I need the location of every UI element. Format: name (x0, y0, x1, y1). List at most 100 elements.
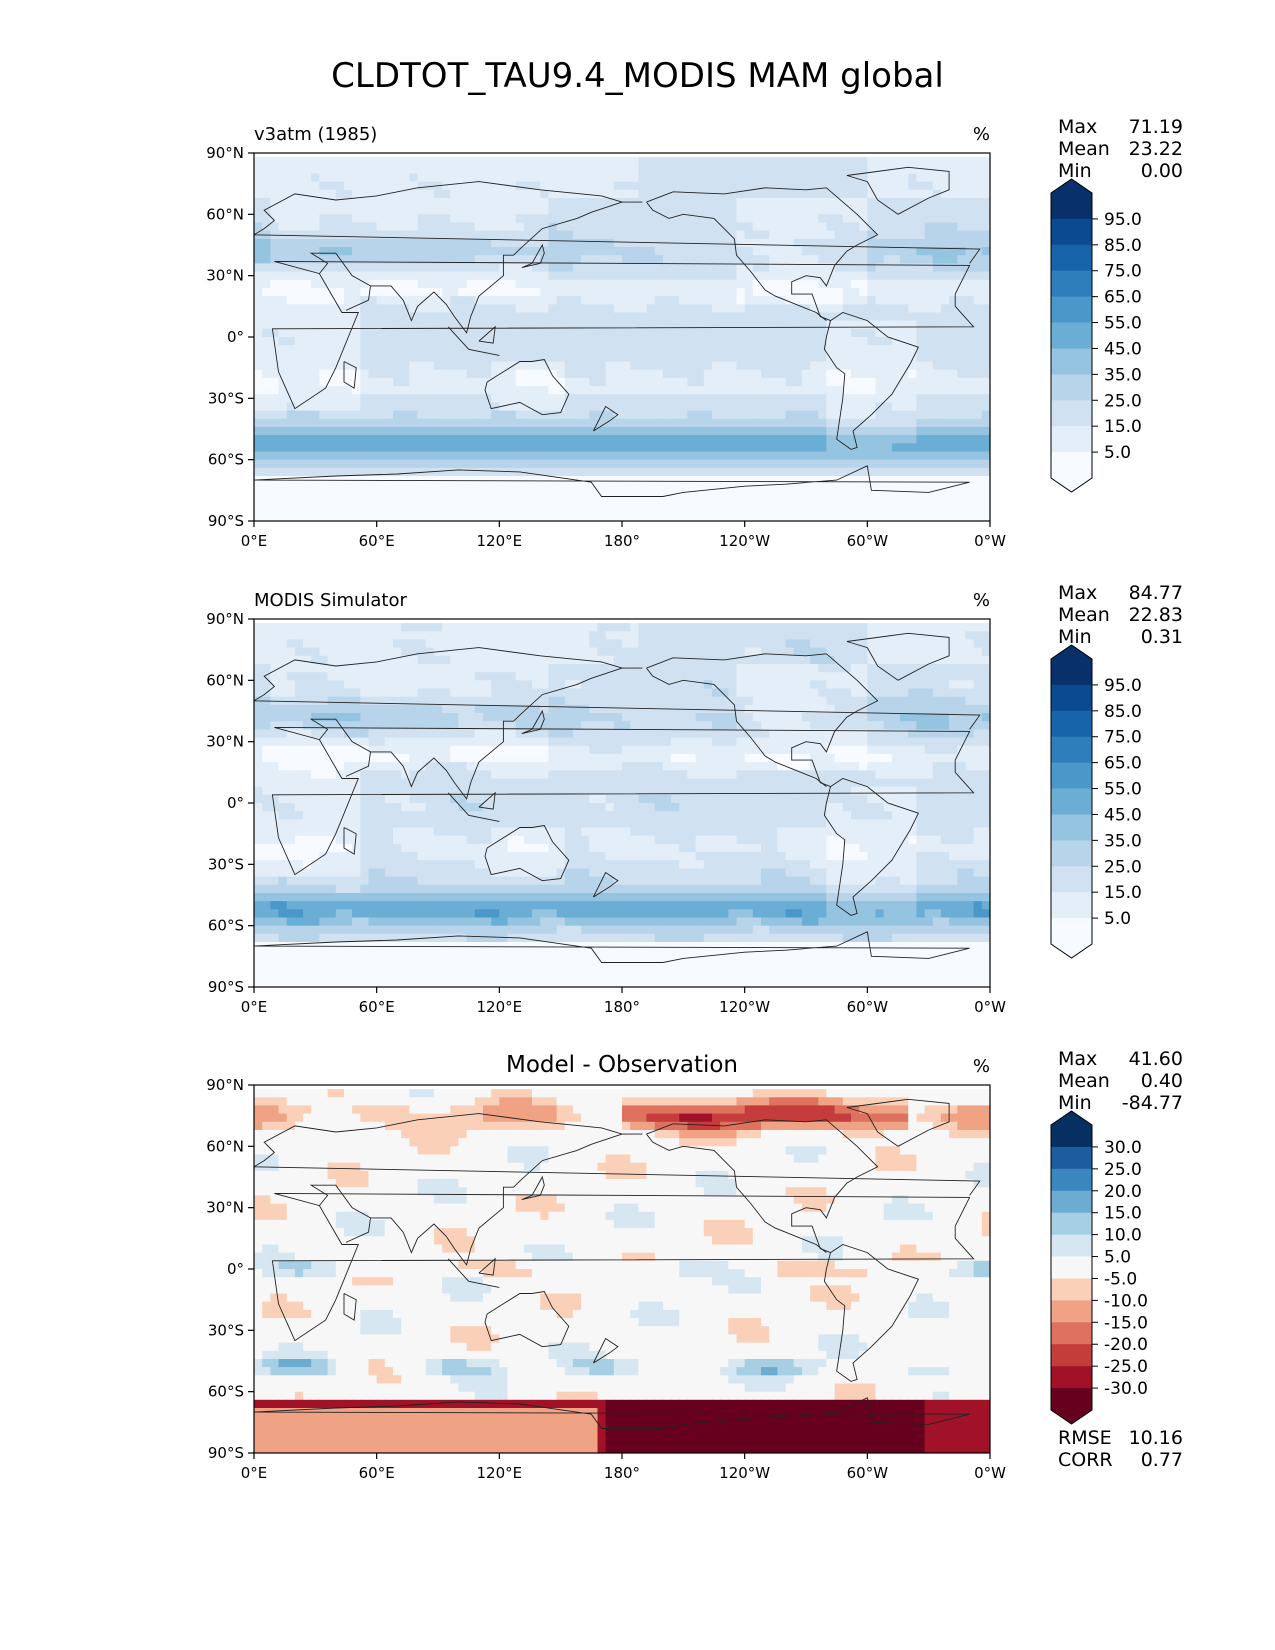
field-cell (572, 664, 582, 673)
field-cell (393, 353, 402, 363)
colorbar-tick-label: 75.0 (1104, 262, 1142, 282)
field-cell (507, 320, 517, 330)
field-cell (254, 623, 263, 632)
field-cell (752, 664, 762, 673)
field-cell (720, 157, 729, 166)
field-cell (891, 655, 901, 665)
field-cell (450, 369, 460, 379)
field-cell (940, 263, 950, 273)
field-cell (515, 427, 525, 436)
field-cell (270, 500, 280, 510)
field-cell (924, 198, 934, 207)
field-cell (450, 418, 460, 428)
field-cell (695, 287, 705, 297)
field-cell (646, 410, 656, 420)
field-cell (572, 467, 582, 477)
field-cell (286, 361, 296, 371)
field-cell (523, 238, 533, 248)
field-cell (695, 173, 705, 183)
field-cell (319, 672, 329, 681)
field-cell (581, 345, 590, 354)
field-cell (826, 680, 836, 690)
field-cell (728, 672, 738, 681)
field-cell (401, 255, 410, 264)
field-cell (532, 623, 541, 632)
field-cell (908, 688, 917, 698)
field-cell (875, 279, 885, 289)
field-cell (352, 238, 361, 248)
field-cell (932, 320, 942, 330)
field-cell (720, 296, 729, 305)
field-cell (368, 263, 378, 273)
field-cell (679, 516, 688, 521)
field-cell (671, 451, 680, 461)
field-cell (793, 353, 803, 363)
field-cell (450, 353, 460, 363)
field-cell (556, 304, 566, 314)
field-cell (654, 345, 664, 354)
field-cell (360, 157, 370, 166)
field-cell (311, 664, 320, 673)
field-cell (458, 631, 468, 641)
field-cell (916, 230, 926, 240)
field-cell (671, 655, 680, 665)
field-cell (442, 304, 451, 314)
field-cell (662, 377, 672, 387)
field-cell (793, 255, 803, 264)
field-cell (254, 467, 263, 477)
field-cell (703, 476, 713, 485)
field-cell (409, 680, 419, 690)
field-cell (442, 443, 451, 453)
field-cell (777, 181, 787, 191)
field-cell (474, 631, 484, 641)
field-cell (376, 353, 386, 363)
field-cell (973, 516, 983, 521)
field-cell (752, 271, 762, 281)
field-cell (540, 345, 549, 354)
field-cell (916, 296, 926, 305)
field-cell (572, 696, 582, 706)
field-cell (744, 688, 754, 698)
field-cell (425, 165, 435, 175)
field-cell (826, 435, 836, 444)
field-cell (401, 386, 410, 395)
field-cell (254, 238, 263, 248)
field-cell (867, 492, 877, 502)
field-cell (352, 435, 361, 444)
field-cell (286, 279, 296, 289)
field-cell (638, 263, 648, 273)
field-cell (556, 516, 566, 521)
field-cell (810, 672, 819, 681)
field-cell (270, 672, 280, 681)
field-cell (630, 361, 639, 371)
field-cell (384, 443, 394, 453)
field-cell (589, 655, 599, 665)
field-cell (834, 247, 844, 256)
field-cell (875, 664, 885, 673)
field-cell (940, 410, 950, 420)
field-cell (491, 247, 500, 256)
field-cell (491, 451, 500, 461)
field-cell (286, 353, 296, 363)
field-cell (842, 328, 852, 338)
field-cell (589, 459, 599, 469)
field-cell (679, 664, 688, 673)
field-cell (474, 287, 484, 297)
field-cell (646, 484, 656, 493)
field-cell (875, 198, 885, 207)
field-cell (703, 459, 713, 469)
field-cell (801, 222, 811, 232)
field-cell (450, 198, 460, 207)
field-cell (442, 647, 451, 657)
field-cell (744, 410, 754, 420)
field-cell (605, 198, 615, 207)
field-cell (352, 328, 361, 338)
field-cell (311, 206, 320, 215)
field-cell (965, 680, 975, 690)
field-cell (360, 492, 370, 502)
field-cell (532, 402, 541, 412)
field-cell (638, 476, 648, 485)
field-cell (973, 402, 983, 412)
field-cell (286, 296, 296, 305)
field-cell (622, 287, 631, 297)
